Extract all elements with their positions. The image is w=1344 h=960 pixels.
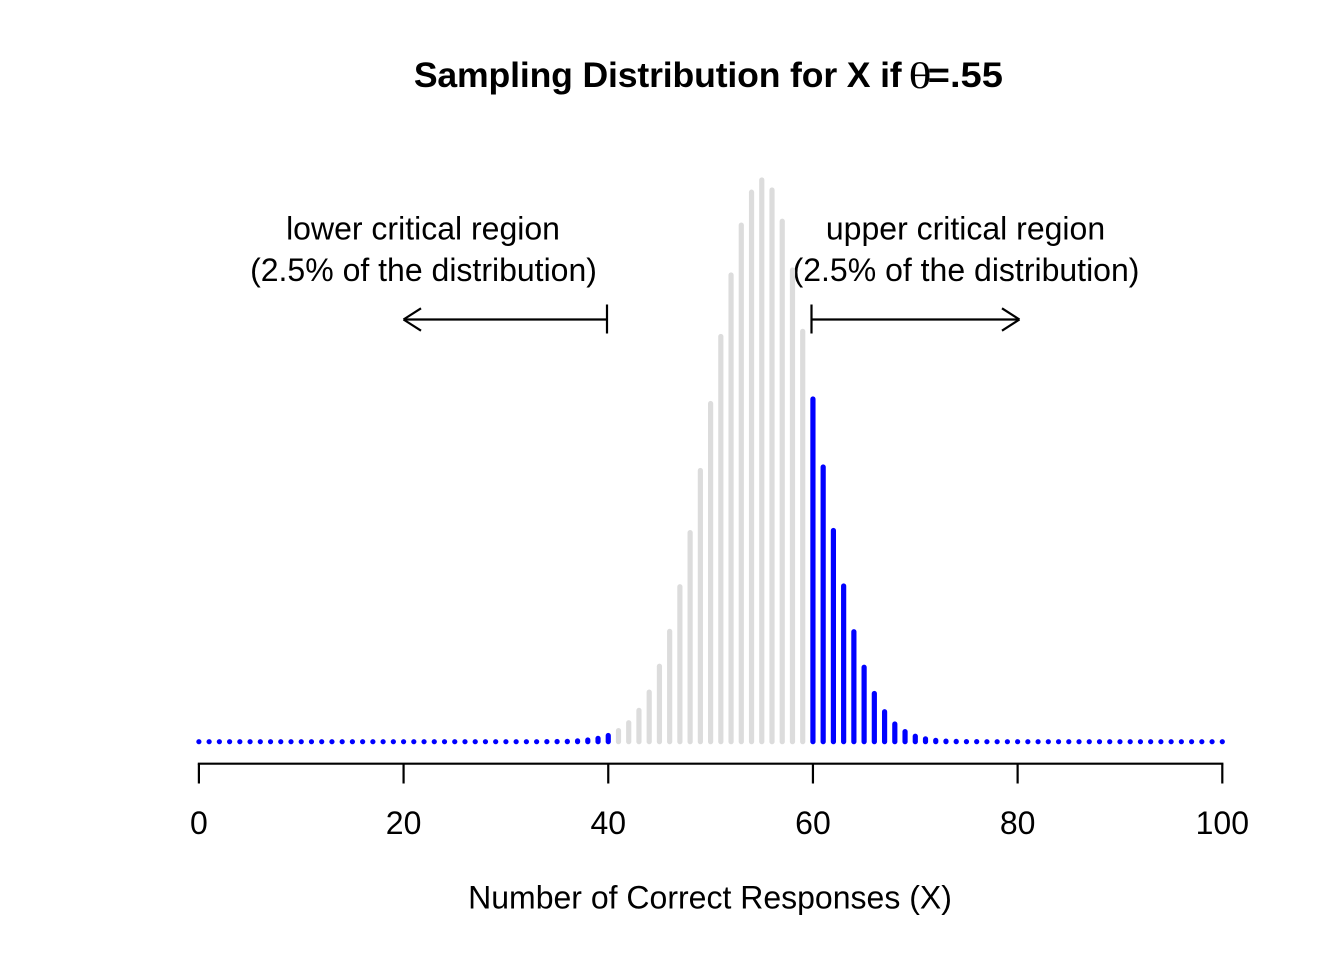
svg-text:(2.5% of the distribution): (2.5% of the distribution) [793,252,1140,288]
svg-text:lower critical region: lower critical region [286,211,560,247]
svg-text:Sampling Distribution for X if: Sampling Distribution for X if [414,55,902,95]
svg-text:100: 100 [1196,805,1249,841]
svg-text:upper critical region: upper critical region [826,211,1105,247]
svg-text:0: 0 [190,805,208,841]
svg-text:Number of Correct Responses (X: Number of Correct Responses (X) [468,879,952,915]
svg-text:80: 80 [1000,805,1036,841]
svg-text:(2.5% of the distribution): (2.5% of the distribution) [250,252,597,288]
svg-text:40: 40 [590,805,626,841]
svg-text:20: 20 [386,805,422,841]
svg-text:=.55: =.55 [928,55,1003,95]
svg-text:60: 60 [795,805,831,841]
svg-text:θ: θ [908,56,931,97]
